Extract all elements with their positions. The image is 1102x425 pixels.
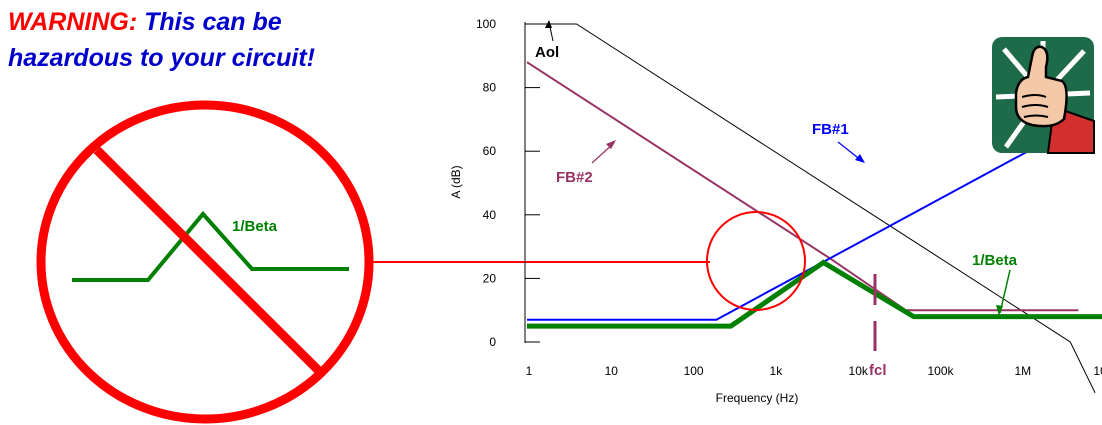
series-line-fb-2 xyxy=(526,61,1079,312)
inset-beta-label: 1/Beta xyxy=(232,218,278,235)
y-ticks: 0 20 40 60 80 100 xyxy=(476,17,540,349)
inset-prohibition: 1/Beta xyxy=(36,100,710,424)
series-layer xyxy=(526,23,1102,394)
x-tick-label: 1 xyxy=(526,364,533,378)
y-tick-label: 80 xyxy=(483,81,497,95)
x-ticks: 1 10 100 1k 10k 100k 1M 10M xyxy=(526,364,1102,378)
inset-beta-curve xyxy=(72,210,349,282)
series-line-aol xyxy=(527,23,1096,394)
y-axis-label: A (dB) xyxy=(449,165,463,198)
y-tick-label: 60 xyxy=(483,144,497,158)
fb2-arrowhead xyxy=(606,140,616,149)
series-line-1-beta xyxy=(527,259,1102,329)
annotation-fcl: fcl xyxy=(869,274,887,379)
fcl-label: fcl xyxy=(869,362,887,379)
x-tick-label: 10M xyxy=(1093,364,1102,378)
chart: 0 20 40 60 80 100 1 10 100 1k 10k 100k 1M 10M Freque… xyxy=(449,17,1102,405)
warning-line-1: WARNING: This can be xyxy=(8,8,282,36)
x-tick-label: 100 xyxy=(684,364,704,378)
thumbs-up-icon xyxy=(992,37,1095,154)
annotation-beta: 1/Beta xyxy=(972,252,1018,316)
x-axis-label: Frequency (Hz) xyxy=(716,391,799,405)
fb1-label: FB#1 xyxy=(812,121,849,138)
annotation-aol: Aol xyxy=(535,20,559,61)
prohibition-slash xyxy=(93,146,327,379)
prohibition-circle xyxy=(36,100,374,424)
beta-label: 1/Beta xyxy=(972,252,1018,269)
x-tick-label: 1M xyxy=(1014,364,1031,378)
annotation-fb2: FB#2 xyxy=(556,140,616,186)
y-tick-label: 40 xyxy=(483,208,497,222)
x-tick-label: 100k xyxy=(927,364,954,378)
x-tick-label: 10k xyxy=(849,364,869,378)
y-tick-label: 20 xyxy=(483,271,497,285)
series-line-fb-1 xyxy=(527,140,1047,321)
aol-arrowhead xyxy=(545,20,552,28)
annotation-fb1: FB#1 xyxy=(812,121,865,163)
y-tick-label: 100 xyxy=(476,17,496,31)
x-tick-label: 10 xyxy=(605,364,619,378)
warning-line1-rest: This can be xyxy=(137,8,282,36)
beta-arrowhead xyxy=(996,305,1003,316)
intersection-circle xyxy=(706,211,806,311)
warning-line-2: hazardous to your circuit! xyxy=(8,44,315,72)
warning-prefix: WARNING: xyxy=(8,8,137,36)
fb2-label: FB#2 xyxy=(556,169,593,186)
aol-label: Aol xyxy=(535,44,559,61)
y-tick-label: 0 xyxy=(489,335,496,349)
x-tick-label: 1k xyxy=(770,364,784,378)
fb1-arrowhead xyxy=(855,154,865,163)
